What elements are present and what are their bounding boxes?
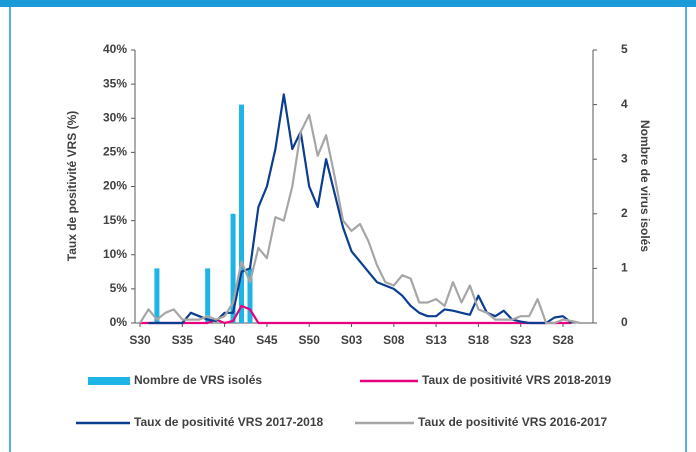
y-tick-label: 40%: [103, 42, 127, 56]
x-tick-label: S50: [299, 333, 321, 347]
y-tick-label: 10%: [103, 247, 127, 261]
x-tick-label: S35: [172, 333, 194, 347]
y-tick-label: 35%: [103, 76, 127, 90]
y-tick-label: 20%: [103, 179, 127, 193]
y-tick-label: 15%: [103, 213, 127, 227]
legend-label: Taux de positivité VRS 2017-2018: [134, 415, 324, 429]
bar: [239, 104, 245, 323]
y-tick-label: 30%: [103, 110, 127, 124]
x-tick-label: S23: [510, 333, 532, 347]
y2-tick-label: 1: [621, 261, 628, 275]
legend-label: Nombre de VRS isolés: [134, 373, 262, 387]
legend-label: Taux de positivité VRS 2016-2017: [418, 415, 608, 429]
y2-tick-label: 5: [621, 42, 628, 56]
x-tick-label: S28: [552, 333, 574, 347]
bar: [205, 268, 211, 323]
x-tick-label: S03: [341, 333, 363, 347]
y-tick-label: 0%: [110, 315, 128, 329]
bar: [154, 268, 160, 323]
y2-axis-label: Nombre de virus isolés: [638, 120, 652, 252]
y2-tick-label: 2: [621, 206, 628, 220]
x-tick-label: S45: [256, 333, 278, 347]
bar: [247, 268, 253, 323]
top-band: [0, 0, 696, 7]
y-tick-label: 25%: [103, 145, 127, 159]
x-tick-label: S40: [214, 333, 236, 347]
line: [139, 113, 581, 325]
x-tick-label: S13: [425, 333, 447, 347]
y2-tick-label: 3: [621, 151, 628, 165]
x-tick-label: S30: [129, 333, 151, 347]
x-tick-label: S18: [468, 333, 490, 347]
y-tick-label: 5%: [110, 281, 128, 295]
line: [148, 93, 573, 325]
y2-tick-label: 4: [621, 97, 628, 111]
legend-label: Taux de positivité VRS 2018-2019: [422, 373, 612, 387]
legend-swatch: [88, 377, 130, 385]
y-axis-label: Taux de positivité VRS (%): [65, 111, 79, 261]
y2-tick-label: 0: [621, 315, 628, 329]
bar: [230, 213, 236, 323]
x-tick-label: S08: [383, 333, 405, 347]
